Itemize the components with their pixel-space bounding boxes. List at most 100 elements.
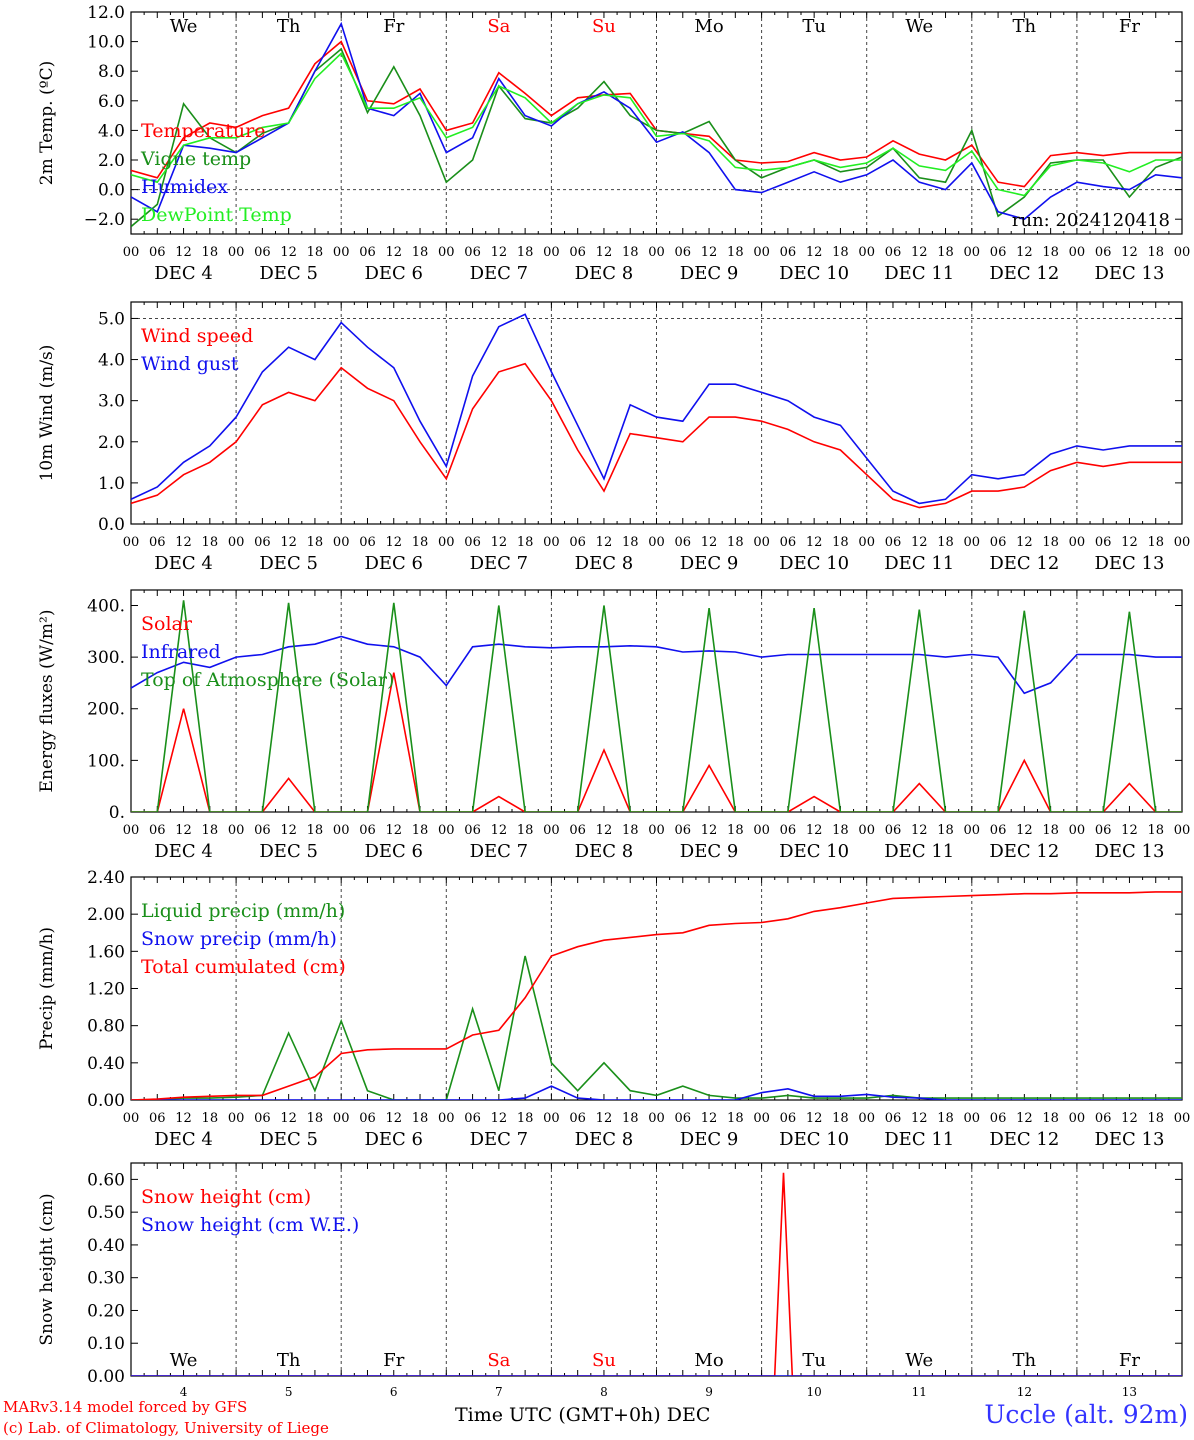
y-tick-label: 0.60: [87, 1170, 125, 1190]
hour-tick-label: 12: [701, 1111, 718, 1126]
legend-entry: Snow height (cm): [141, 1186, 311, 1208]
y-tick-label: 2.00: [87, 905, 125, 925]
date-label: DEC 13: [1094, 841, 1164, 862]
y-tick-label: 2.0: [98, 151, 125, 171]
hour-tick-label: 18: [412, 1111, 429, 1126]
hour-tick-label: 18: [937, 1111, 954, 1126]
y-tick-label: 1.20: [87, 980, 125, 1000]
hour-tick-label: 00: [858, 245, 875, 260]
weekday-label: Fr: [383, 1350, 404, 1371]
hour-tick-label: 06: [359, 1111, 376, 1126]
y-tick-label: 4.0: [98, 121, 125, 141]
weekday-label: Sa: [487, 16, 510, 37]
y-tick-label: 1.0: [98, 474, 125, 494]
day-number-label: 12: [1017, 1385, 1032, 1399]
hour-tick-label: 00: [123, 823, 140, 838]
hour-tick-label: 18: [727, 535, 744, 550]
chart-panel-1: 12.0 10.0 8.0 6.0 4.0 2.0 0.0 −2.0 2m Temp. (ºC)…: [37, 3, 1190, 284]
hour-tick-label: 00: [543, 245, 560, 260]
hour-tick-label: 06: [464, 823, 481, 838]
series-line-wind-speed: [131, 362, 1182, 509]
weekday-label: Fr: [1119, 16, 1140, 37]
hour-tick-label: 18: [202, 245, 219, 260]
hour-tick-label: 00: [123, 245, 140, 260]
hour-tick-label: 06: [254, 245, 271, 260]
hour-tick-label: 00: [438, 535, 455, 550]
day-number-label: 4: [180, 1385, 188, 1399]
weekday-label: Mo: [694, 16, 723, 37]
hour-tick-label: 06: [1095, 245, 1112, 260]
hour-tick-label: 00: [438, 245, 455, 260]
hour-tick-label: 00: [228, 535, 245, 550]
legend-entry: Wind gust: [141, 353, 239, 375]
date-label: DEC 4: [154, 263, 213, 284]
series-line-total-cumulated-cm: [131, 891, 1182, 1100]
date-label: DEC 13: [1094, 263, 1164, 284]
y-tick-label: 0.80: [87, 1017, 125, 1037]
hour-tick-label: 18: [937, 245, 954, 260]
hour-tick-label: 12: [280, 535, 297, 550]
hour-tick-label: 00: [858, 535, 875, 550]
hour-tick-label: 06: [780, 823, 797, 838]
hour-tick-label: 18: [1042, 535, 1059, 550]
hour-tick-label: 18: [517, 1111, 534, 1126]
hour-tick-label: 06: [675, 535, 692, 550]
y-tick-label: 0.20: [87, 1301, 125, 1321]
hour-tick-label: 00: [1174, 823, 1191, 838]
hour-tick-label: 12: [911, 535, 928, 550]
hour-tick-label: 06: [464, 1111, 481, 1126]
y-tick-label: 300.: [87, 648, 125, 668]
weekday-label: Th: [277, 1350, 301, 1371]
date-label: DEC 7: [470, 553, 529, 574]
weekday-label: Th: [277, 16, 301, 37]
date-label: DEC 7: [470, 841, 529, 862]
hour-tick-label: 18: [1042, 823, 1059, 838]
hour-tick-label: 18: [727, 1111, 744, 1126]
y-tick-label: 100.: [87, 751, 125, 771]
hour-tick-label: 12: [491, 535, 508, 550]
y-tick-label: 8.0: [98, 62, 125, 82]
hour-tick-label: 12: [1121, 823, 1138, 838]
date-label: DEC 13: [1094, 1129, 1164, 1150]
hour-tick-label: 12: [596, 823, 613, 838]
hour-tick-label: 12: [596, 1111, 613, 1126]
legend-entry: Liquid precip (mm/h): [141, 900, 345, 922]
y-axis-label: 2m Temp. (ºC): [37, 61, 57, 186]
chart-panel-2: 5.0 4.0 3.0 2.0 1.0 0.0 10m Wind (m/s) 00 06 12 18…: [37, 301, 1191, 574]
date-label: DEC 6: [364, 1129, 423, 1150]
series-line-infrared: [131, 635, 1182, 695]
hour-tick-label: 12: [1016, 245, 1033, 260]
y-tick-label: 1.60: [87, 942, 125, 962]
run-annotation: run: 2024120418: [1012, 210, 1170, 231]
hour-tick-label: 12: [385, 823, 402, 838]
hour-tick-label: 12: [596, 535, 613, 550]
legend-entry: Top of Atmosphere (Solar): [141, 669, 394, 691]
hour-tick-label: 00: [1174, 535, 1191, 550]
hour-tick-label: 00: [123, 1111, 140, 1126]
hour-tick-label: 00: [543, 535, 560, 550]
hour-tick-label: 00: [648, 823, 665, 838]
hour-tick-label: 12: [806, 535, 823, 550]
time-axis-label: Time UTC (GMT+0h) DEC: [455, 1404, 711, 1426]
hour-tick-label: 12: [385, 245, 402, 260]
hour-tick-label: 06: [675, 245, 692, 260]
hour-tick-label: 06: [359, 823, 376, 838]
y-tick-label: 200.: [87, 700, 125, 720]
date-label: DEC 6: [364, 841, 423, 862]
hour-tick-label: 18: [622, 1111, 639, 1126]
legend-entry: Humidex: [141, 176, 228, 198]
hour-tick-label: 00: [543, 1111, 560, 1126]
date-label: DEC 6: [364, 263, 423, 284]
hour-tick-label: 06: [885, 535, 902, 550]
hour-tick-label: 00: [333, 245, 350, 260]
hour-tick-label: 06: [780, 1111, 797, 1126]
date-label: DEC 6: [364, 553, 423, 574]
hour-tick-label: 00: [858, 823, 875, 838]
hour-tick-label: 18: [307, 823, 324, 838]
hour-tick-label: 18: [412, 245, 429, 260]
hour-tick-label: 00: [648, 1111, 665, 1126]
y-tick-label: 4.0: [98, 351, 125, 371]
hour-tick-label: 06: [990, 245, 1007, 260]
hour-tick-label: 12: [1121, 245, 1138, 260]
